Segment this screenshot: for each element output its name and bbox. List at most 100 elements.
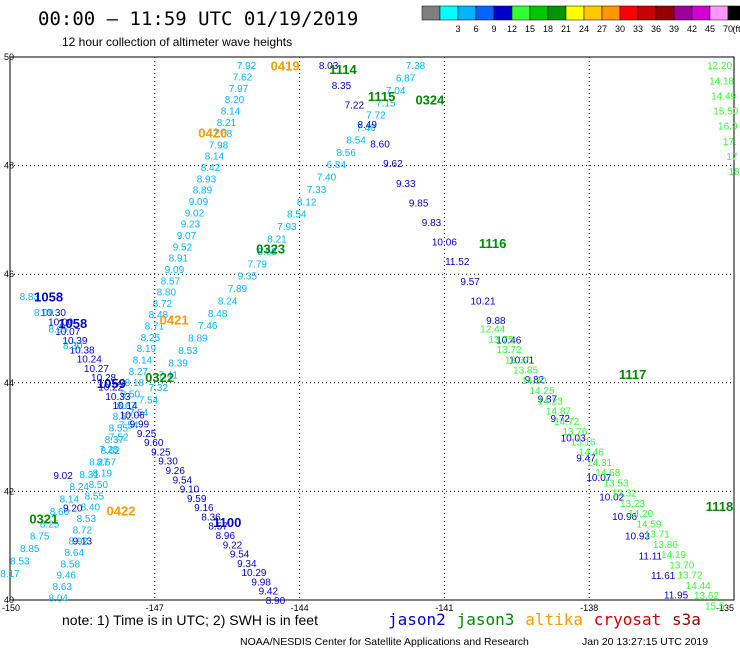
swh-value: 8.24 — [218, 296, 238, 307]
legend-swatch — [656, 6, 674, 20]
swh-value: 8.24 — [69, 482, 89, 493]
legend-swatch — [458, 6, 476, 20]
swh-value: 8.31 — [79, 470, 99, 481]
legend-tick-label: 12 — [507, 24, 517, 34]
legend-tick-label: 70 — [723, 24, 733, 34]
swh-value: 9.52 — [173, 242, 193, 253]
legend-tick-label: 6 — [473, 24, 478, 34]
swh-value: 12.20 — [707, 61, 732, 72]
swh-value: 8.72 — [153, 299, 173, 310]
legend-swatch — [494, 6, 512, 20]
legend-swatch — [422, 6, 440, 20]
swh-value: 9.57 — [460, 277, 480, 288]
legend-tick-label: 36 — [651, 24, 661, 34]
swh-value: 9.35 — [238, 272, 258, 283]
legend-tick-label: 24 — [579, 24, 589, 34]
swh-value: 9.09 — [189, 197, 209, 208]
swh-value: 8.89 — [188, 334, 208, 345]
swh-value: 8.53 — [178, 346, 198, 357]
legend-swatch — [512, 6, 530, 20]
swh-value: 7.22 — [345, 100, 365, 111]
footer-generated: Jan 20 13:27:15 UTC 2019 — [582, 636, 708, 648]
swh-value: 8.72 — [73, 525, 93, 536]
pass-time-label: 1058 — [34, 289, 63, 304]
swh-value: 7.92 — [237, 61, 257, 72]
swh-value: 8.49 — [357, 120, 377, 131]
pass-time-label: 0322 — [145, 370, 174, 385]
legend-tick-label: 15 — [525, 24, 535, 34]
swh-value: 8.18 — [125, 378, 145, 389]
legend-tick-label: 3 — [455, 24, 460, 34]
swh-value: 11.61 — [651, 571, 676, 582]
legend-tick-label: 45 — [705, 24, 715, 34]
swh-value: 9.23 — [181, 220, 201, 231]
swh-value: 9.09 — [165, 265, 185, 276]
swh-value: 7.54 — [139, 395, 159, 406]
pass-time-label: 1114 — [329, 62, 357, 77]
swh-value: 10.21 — [470, 296, 495, 307]
satellite-jason2: jason2 — [388, 610, 446, 629]
legend-swatch — [674, 6, 692, 20]
swh-value: 8.56 — [336, 148, 356, 159]
swh-value: 8.14 — [133, 356, 153, 367]
latitude-label: 42 — [4, 486, 14, 496]
pass-time-label: 0419 — [271, 59, 300, 74]
satellite-tracks: 7.927.627.978.208.148.217.687.988.148.42… — [0, 61, 740, 612]
latitude-label: 50 — [4, 52, 14, 62]
swh-value: 8.19 — [137, 344, 157, 355]
swh-value: 8.85 — [20, 544, 40, 555]
swh-value: 8.09 — [34, 308, 54, 319]
latitude-label: 48 — [4, 161, 14, 171]
swh-value: 8.64 — [65, 548, 85, 559]
swh-value: 7.40 — [317, 173, 337, 184]
legend-tick-label: 18 — [543, 24, 553, 34]
swh-value: 7.33 — [307, 185, 327, 196]
swh-value: 8.54 — [346, 135, 366, 146]
swh-value: 6.84 — [327, 160, 347, 171]
swh-value: 14.49 — [711, 91, 736, 102]
swh-value: 11.95 — [664, 591, 689, 602]
legend-swatch — [440, 6, 458, 20]
swh-value: 8.93 — [197, 174, 217, 185]
pass-time-label: 0420 — [198, 125, 227, 140]
swh-value: 7.62 — [233, 72, 253, 83]
swh-value: 7.38 — [406, 61, 426, 72]
swh-value: 15.5 — [705, 601, 725, 612]
satellite-altika: altika — [525, 610, 583, 629]
swh-value: 7.79 — [247, 259, 267, 270]
pass-time-label: 1116 — [479, 236, 507, 251]
satellite-cryosat: cryosat — [594, 610, 661, 629]
legend-swatch — [584, 6, 602, 20]
legend-tick-label: 39 — [669, 24, 679, 34]
swh-value: 8.14 — [205, 152, 225, 163]
swh-value: 8.25 — [141, 333, 161, 344]
swh-value: 8.89 — [193, 186, 213, 197]
pass-time-label: 0321 — [29, 512, 58, 527]
swh-value: 8.63 — [53, 582, 73, 593]
swh-value: 9.07 — [177, 231, 197, 242]
swh-value: 18 — [728, 167, 740, 178]
swh-value: 9.85 — [409, 198, 429, 209]
satellite-s3a: s3a — [672, 610, 701, 629]
swh-value: 9.46 — [57, 571, 77, 582]
legend-tick-label: 33 — [633, 24, 643, 34]
swh-value: 8.27 — [89, 457, 109, 468]
pass-time-label: 0323 — [256, 242, 285, 257]
legend-swatch — [602, 6, 620, 20]
swh-value: 17 — [726, 152, 738, 163]
swh-value: 8.58 — [61, 559, 81, 570]
swh-value: 10.06 — [432, 238, 457, 249]
legend-tick-label: 42 — [687, 24, 697, 34]
swh-value: 8.90 — [266, 596, 286, 607]
pass-time-label: 0421 — [160, 312, 189, 327]
swh-value: 16.9 — [718, 122, 738, 133]
legend-swatch — [530, 6, 548, 20]
swh-value: 11.52 — [445, 257, 470, 268]
swh-value: 7.25 — [99, 445, 119, 456]
swh-value: 8.53 — [10, 556, 30, 567]
pass-time-label: 1117 — [619, 367, 647, 382]
